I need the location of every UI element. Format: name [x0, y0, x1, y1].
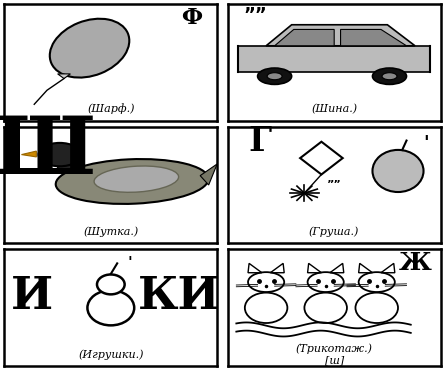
Ellipse shape: [38, 143, 81, 166]
Text: ””: ””: [243, 6, 267, 24]
Text: (Груша.): (Груша.): [309, 226, 360, 237]
Polygon shape: [330, 263, 344, 273]
Polygon shape: [248, 263, 262, 273]
Text: И: И: [11, 275, 53, 317]
Polygon shape: [266, 25, 415, 46]
Ellipse shape: [382, 73, 397, 80]
Polygon shape: [340, 30, 407, 46]
Ellipse shape: [356, 293, 398, 323]
Ellipse shape: [94, 166, 178, 192]
Text: ': ': [128, 256, 132, 271]
Polygon shape: [359, 263, 372, 273]
Text: КИ: КИ: [138, 275, 220, 317]
Ellipse shape: [248, 272, 284, 292]
Polygon shape: [21, 151, 36, 157]
Polygon shape: [381, 263, 395, 273]
Polygon shape: [58, 74, 70, 78]
Ellipse shape: [372, 150, 424, 192]
Text: Ф: Ф: [181, 7, 202, 29]
Ellipse shape: [87, 290, 134, 325]
Ellipse shape: [97, 275, 125, 295]
Polygon shape: [300, 142, 343, 175]
Text: ': ': [423, 134, 429, 152]
Ellipse shape: [258, 68, 291, 84]
Text: Ж: Ж: [399, 251, 432, 275]
Text: ””: ””: [327, 180, 342, 190]
Text: Ш: Ш: [0, 113, 96, 191]
Ellipse shape: [307, 272, 344, 292]
Ellipse shape: [372, 68, 407, 84]
Ellipse shape: [50, 19, 129, 78]
Polygon shape: [51, 157, 77, 171]
Polygon shape: [239, 46, 430, 71]
Text: Г: Г: [248, 125, 271, 158]
Text: (Шина.): (Шина.): [311, 104, 357, 114]
Polygon shape: [271, 263, 284, 273]
Ellipse shape: [359, 272, 395, 292]
Text: (Трикотаж.)
[ш]: (Трикотаж.) [ш]: [295, 343, 372, 366]
Polygon shape: [275, 30, 334, 46]
Ellipse shape: [304, 293, 347, 323]
Text: (Шутка.): (Шутка.): [83, 226, 138, 237]
Polygon shape: [307, 263, 321, 273]
Polygon shape: [200, 164, 217, 185]
Ellipse shape: [56, 159, 208, 204]
Ellipse shape: [267, 73, 282, 80]
Text: (Игрушки.): (Игрушки.): [78, 349, 144, 360]
Ellipse shape: [245, 293, 287, 323]
Text: (Шарф.): (Шарф.): [87, 104, 134, 114]
